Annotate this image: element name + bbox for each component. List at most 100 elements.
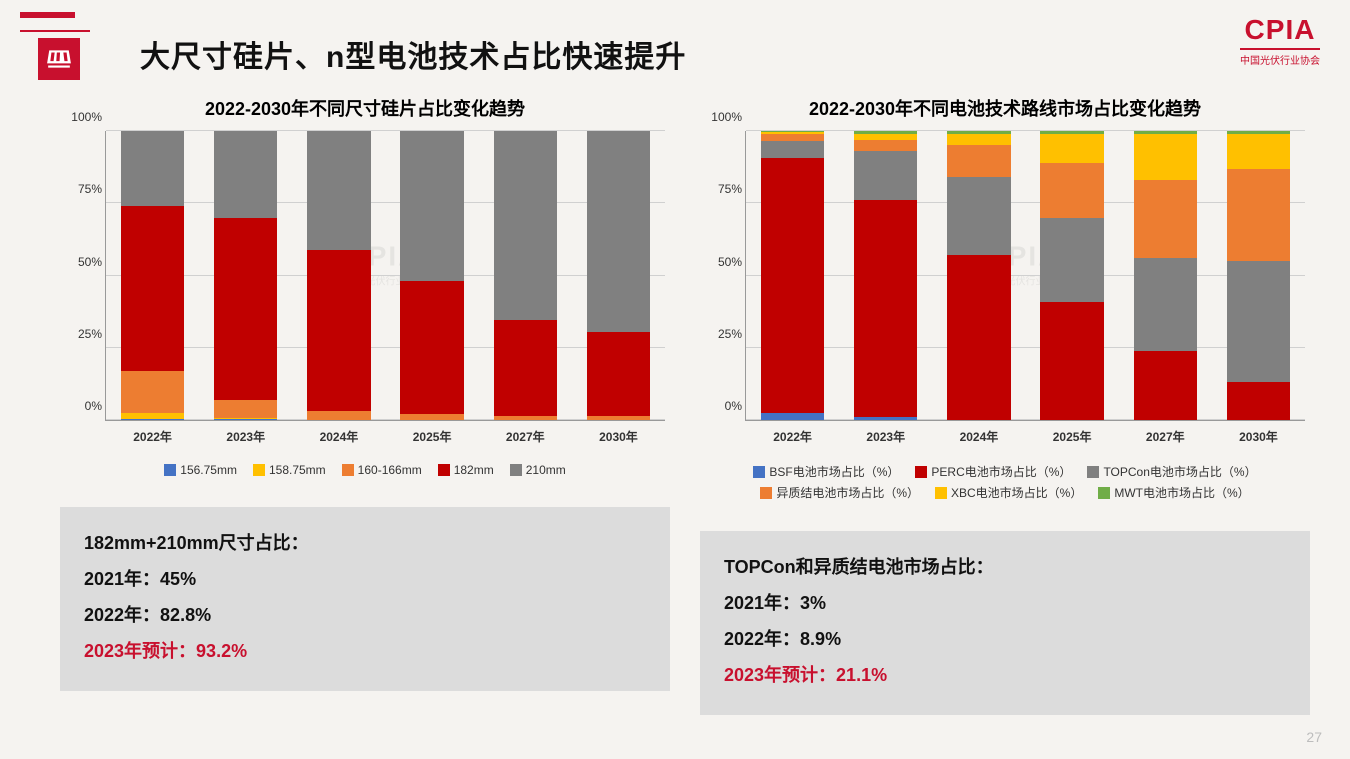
x-axis-label: 2024年 — [292, 428, 385, 445]
content-columns: 2022-2030年不同尺寸硅片占比变化趋势 CPIA中国光伏行业协会 0%25… — [60, 95, 1310, 715]
bar-segment — [1040, 302, 1103, 420]
bar-segment — [947, 177, 1010, 255]
left-summary-box: 182mm+210mm尺寸占比：2021年：45%2022年：82.8%2023… — [60, 507, 670, 691]
legend-swatch — [915, 466, 927, 478]
summary-value: 8.9% — [800, 629, 841, 649]
accent-line — [20, 30, 90, 32]
bar-segment — [854, 200, 917, 417]
bar-segment — [854, 417, 917, 420]
bar-segment — [400, 281, 463, 414]
x-axis-label: 2027年 — [1119, 428, 1212, 445]
bar-segment — [761, 413, 824, 420]
right-column: 2022-2030年不同电池技术路线市场占比变化趋势 CPIA中国光伏行业协会 … — [700, 95, 1310, 715]
bar-segment — [1134, 351, 1197, 420]
stacked-bar — [494, 131, 557, 420]
logo-mark: CPIA — [1240, 16, 1320, 44]
legend-item: 210mm — [510, 463, 566, 477]
legend-label: 160-166mm — [358, 463, 422, 477]
bar-segment — [214, 218, 277, 400]
bar-segment — [854, 151, 917, 200]
accent-bar — [20, 12, 75, 18]
x-axis-label: 2027年 — [479, 428, 572, 445]
legend-swatch — [753, 466, 765, 478]
stacked-bar — [1227, 131, 1290, 420]
bar-segment — [494, 131, 557, 320]
legend-item: 158.75mm — [253, 463, 326, 477]
bar-segment — [214, 400, 277, 418]
y-axis-label: 0% — [85, 399, 102, 413]
left-chart-title: 2022-2030年不同尺寸硅片占比变化趋势 — [60, 95, 670, 121]
x-axis-label: 2022年 — [746, 428, 839, 445]
bar-segment — [400, 414, 463, 420]
legend-swatch — [342, 464, 354, 476]
section-icon — [38, 38, 80, 80]
bar-segment — [121, 206, 184, 371]
page-title: 大尺寸硅片、n型电池技术占比快速提升 — [140, 32, 686, 76]
summary-row: 2021年：3% — [724, 585, 1286, 621]
legend-swatch — [1087, 466, 1099, 478]
legend-swatch — [1098, 487, 1110, 499]
summary-label: 2022年： — [724, 629, 800, 649]
legend-item: 异质结电池市场占比（%） — [760, 484, 919, 501]
legend-item: MWT电池市场占比（%） — [1098, 484, 1249, 501]
legend-label: 158.75mm — [269, 463, 326, 477]
stacked-bar — [400, 131, 463, 420]
summary-row: 2023年预计：93.2% — [84, 633, 646, 669]
legend-swatch — [438, 464, 450, 476]
left-chart: CPIA中国光伏行业协会 0%25%50%75%100%2022年2023年20… — [60, 131, 670, 451]
bar-segment — [400, 131, 463, 281]
legend-swatch — [510, 464, 522, 476]
bar-segment — [494, 416, 557, 420]
bar-segment — [1227, 261, 1290, 382]
summary-heading: TOPCon和异质结电池市场占比： — [724, 549, 1286, 585]
legend-item: BSF电池市场占比（%） — [753, 463, 899, 480]
summary-row: 2022年：82.8% — [84, 597, 646, 633]
right-chart: CPIA中国光伏行业协会 0%25%50%75%100%2022年2023年20… — [700, 131, 1310, 451]
bar-segment — [121, 371, 184, 413]
bar-segment — [1040, 218, 1103, 302]
legend-item: 182mm — [438, 463, 494, 477]
bar-segment — [947, 145, 1010, 177]
bar-slot: 2030年 — [572, 131, 665, 420]
bars-container: 2022年2023年2024年2025年2027年2030年 — [746, 131, 1305, 420]
bar-segment — [1040, 134, 1103, 163]
bar-segment — [1227, 382, 1290, 420]
legend-item: 160-166mm — [342, 463, 422, 477]
bar-segment — [214, 131, 277, 218]
bar-segment — [587, 416, 650, 420]
stacked-bar — [307, 131, 370, 420]
bar-segment — [494, 320, 557, 415]
legend-swatch — [760, 487, 772, 499]
bar-segment — [761, 141, 824, 158]
summary-row: 2022年：8.9% — [724, 621, 1286, 657]
bar-segment — [214, 419, 277, 420]
logo-subtitle: 中国光伏行业协会 — [1240, 48, 1320, 67]
summary-row: 2021年：45% — [84, 561, 646, 597]
summary-label: 2021年： — [84, 569, 160, 589]
x-axis-label: 2030年 — [1212, 428, 1305, 445]
summary-value: 45% — [160, 569, 196, 589]
bar-segment — [1134, 258, 1197, 350]
bar-segment — [1227, 134, 1290, 169]
summary-label: 2023年预计： — [724, 665, 836, 685]
right-legend: BSF电池市场占比（%）PERC电池市场占比（%）TOPCon电池市场占比（%）… — [700, 463, 1310, 501]
bar-segment — [121, 419, 184, 420]
bar-segment — [854, 140, 917, 152]
x-axis-label: 2023年 — [199, 428, 292, 445]
bar-segment — [307, 250, 370, 412]
bar-slot: 2023年 — [839, 131, 932, 420]
bar-slot: 2025年 — [386, 131, 479, 420]
bar-segment — [587, 131, 650, 332]
stacked-bar — [214, 131, 277, 420]
summary-row: 2023年预计：21.1% — [724, 657, 1286, 693]
summary-heading: 182mm+210mm尺寸占比： — [84, 525, 646, 561]
bar-segment — [587, 332, 650, 416]
bar-slot: 2023年 — [199, 131, 292, 420]
bars-container: 2022年2023年2024年2025年2027年2030年 — [106, 131, 665, 420]
right-chart-title: 2022-2030年不同电池技术路线市场占比变化趋势 — [700, 95, 1310, 121]
stacked-bar — [1040, 131, 1103, 420]
x-axis-label: 2022年 — [106, 428, 199, 445]
legend-label: PERC电池市场占比（%） — [931, 463, 1071, 480]
legend-item: PERC电池市场占比（%） — [915, 463, 1071, 480]
summary-label: 2023年预计： — [84, 641, 196, 661]
